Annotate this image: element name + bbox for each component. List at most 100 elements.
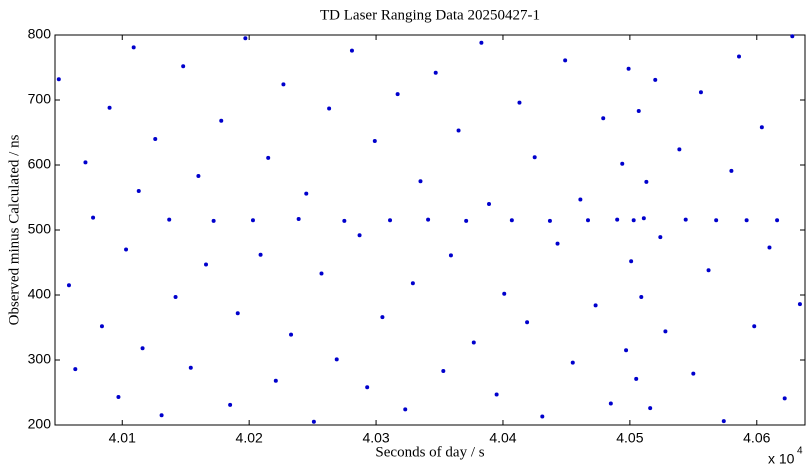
- data-point: [698, 90, 703, 95]
- data-point: [540, 414, 545, 419]
- data-point: [653, 77, 658, 82]
- data-point: [737, 54, 742, 59]
- data-point: [641, 216, 646, 221]
- data-point: [188, 365, 193, 370]
- data-point: [73, 367, 78, 372]
- data-point: [464, 218, 469, 223]
- data-point: [319, 271, 324, 276]
- data-point: [99, 324, 104, 329]
- data-point: [342, 218, 347, 223]
- data-point: [140, 346, 145, 351]
- data-point: [479, 40, 484, 45]
- data-point: [403, 407, 408, 412]
- x-tick-label: 4.05: [616, 430, 643, 446]
- x-tick-label: 4.02: [236, 430, 263, 446]
- data-point: [494, 392, 499, 397]
- x-tick-label: 4.03: [362, 430, 389, 446]
- data-point: [744, 218, 749, 223]
- data-point: [608, 401, 613, 406]
- data-point: [243, 36, 248, 41]
- data-point: [502, 291, 507, 296]
- y-tick-label: 400: [28, 286, 52, 302]
- data-point: [644, 179, 649, 184]
- data-point: [372, 138, 377, 143]
- data-point: [570, 360, 575, 365]
- x-tick-label: 4.04: [489, 430, 516, 446]
- data-point: [721, 419, 726, 424]
- data-point: [311, 419, 316, 424]
- data-point: [173, 294, 178, 299]
- data-point: [775, 218, 780, 223]
- data-point: [228, 402, 233, 407]
- data-point: [289, 332, 294, 337]
- data-point: [624, 348, 629, 353]
- data-point: [107, 105, 112, 110]
- data-point: [626, 66, 631, 71]
- chart-title: TD Laser Ranging Data 20250427-1: [320, 7, 540, 23]
- y-tick-label: 600: [28, 156, 52, 172]
- data-point: [136, 189, 141, 193]
- data-point: [418, 179, 423, 184]
- data-point: [273, 378, 278, 383]
- data-point: [487, 202, 492, 206]
- y-tick-label: 800: [28, 26, 52, 42]
- data-point: [706, 268, 711, 273]
- data-point: [525, 320, 530, 325]
- data-point: [547, 218, 552, 223]
- data-point: [585, 218, 590, 223]
- data-point: [691, 371, 696, 376]
- data-point: [433, 70, 438, 75]
- data-point: [563, 58, 568, 63]
- data-point: [296, 216, 301, 221]
- data-point: [83, 160, 88, 165]
- y-tick-label: 200: [28, 416, 52, 432]
- data-point: [517, 100, 522, 105]
- data-point: [683, 217, 688, 222]
- y-tick-label: 500: [28, 221, 52, 237]
- data-point: [663, 329, 668, 334]
- data-point: [578, 197, 583, 202]
- data-point: [281, 82, 286, 87]
- data-point: [304, 191, 309, 196]
- data-point: [782, 396, 787, 401]
- data-point: [349, 48, 354, 53]
- y-axis-label: Observed minus Calculated / ns: [6, 134, 22, 325]
- data-point: [555, 241, 560, 246]
- x-multiplier-exponent: 4: [797, 446, 803, 457]
- data-point: [456, 128, 461, 133]
- data-point: [767, 245, 772, 250]
- data-point: [388, 218, 393, 223]
- data-point: [729, 168, 734, 173]
- data-point: [124, 247, 129, 252]
- data-point: [509, 218, 514, 223]
- data-point: [116, 395, 121, 400]
- data-point: [131, 45, 136, 50]
- data-point: [448, 253, 453, 258]
- x-tick-label: 4.01: [109, 430, 136, 446]
- data-point: [714, 218, 719, 223]
- data-point: [601, 116, 606, 121]
- data-point: [677, 147, 682, 152]
- data-point: [365, 385, 370, 390]
- data-point: [211, 218, 216, 223]
- data-point: [759, 125, 764, 130]
- data-point: [639, 294, 644, 299]
- data-point: [181, 64, 186, 69]
- data-point: [593, 303, 598, 308]
- data-point: [648, 406, 653, 411]
- plot-frame: [54, 34, 806, 426]
- data-point: [631, 218, 636, 223]
- data-point: [532, 155, 537, 160]
- x-axis-label: Seconds of day / s: [375, 444, 484, 460]
- data-point: [752, 324, 757, 329]
- data-point: [658, 235, 663, 240]
- data-point: [410, 281, 415, 286]
- data-point: [615, 217, 620, 222]
- data-point: [56, 77, 61, 82]
- data-point: [167, 217, 172, 222]
- data-point: [441, 369, 446, 374]
- data-point: [620, 161, 625, 166]
- data-point: [426, 217, 431, 222]
- data-point: [196, 174, 201, 179]
